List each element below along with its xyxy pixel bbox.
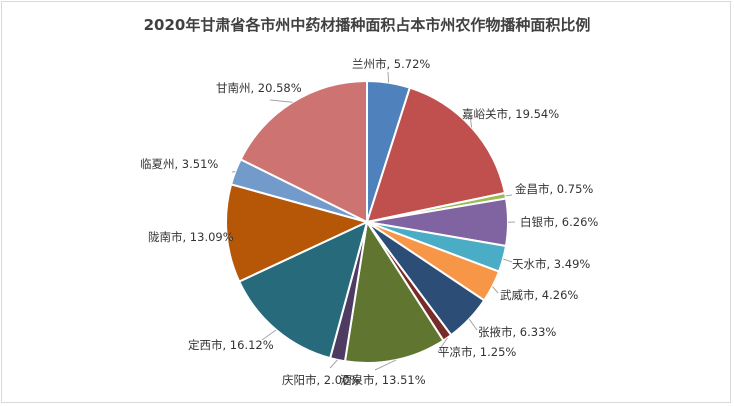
pie-slice xyxy=(237,220,369,360)
leader-line xyxy=(261,329,277,341)
pie-slice xyxy=(343,219,445,364)
data-label: 平凉市, 1.25% xyxy=(438,345,516,359)
pie-slices xyxy=(225,79,509,364)
data-label: 金昌市, 0.75% xyxy=(515,182,593,196)
leader-line xyxy=(226,233,233,241)
leader-lines xyxy=(226,71,516,371)
data-label: 兰州市, 5.72% xyxy=(352,57,430,71)
chart-title: 2020年甘肃省各市州中药材播种面积占本市州农作物播种面积比例 xyxy=(144,16,591,34)
leader-line xyxy=(374,359,397,371)
pie-slice xyxy=(239,79,368,224)
leader-line xyxy=(505,194,513,197)
leader-line xyxy=(492,286,499,294)
leader-line xyxy=(502,258,513,263)
data-label: 嘉峪关市, 19.54% xyxy=(462,107,559,121)
leader-line xyxy=(468,318,478,331)
data-labels: 兰州市, 5.72% 嘉峪关市, 19.54% 金昌市, 0.75% 白银市, 6.2… xyxy=(140,57,598,387)
data-label: 庆阳市, 2.00% xyxy=(282,373,360,387)
leader-line xyxy=(437,337,448,353)
data-label: 白银市, 6.26% xyxy=(520,215,598,229)
leader-line xyxy=(387,71,390,83)
data-label: 天水市, 3.49% xyxy=(512,257,590,271)
data-label: 甘南州, 20.58% xyxy=(216,81,302,95)
data-label: 张掖市, 6.33% xyxy=(478,325,556,339)
data-label: 武威市, 4.26% xyxy=(500,288,578,302)
data-label: 酒泉市, 13.51% xyxy=(340,373,426,387)
data-label: 陇南市, 13.09% xyxy=(148,230,234,244)
leader-line xyxy=(269,99,293,103)
leader-line xyxy=(469,114,473,128)
leader-line xyxy=(329,359,338,369)
data-label: 临夏州, 3.51% xyxy=(140,157,218,171)
data-label: 定西市, 16.12% xyxy=(188,338,274,352)
